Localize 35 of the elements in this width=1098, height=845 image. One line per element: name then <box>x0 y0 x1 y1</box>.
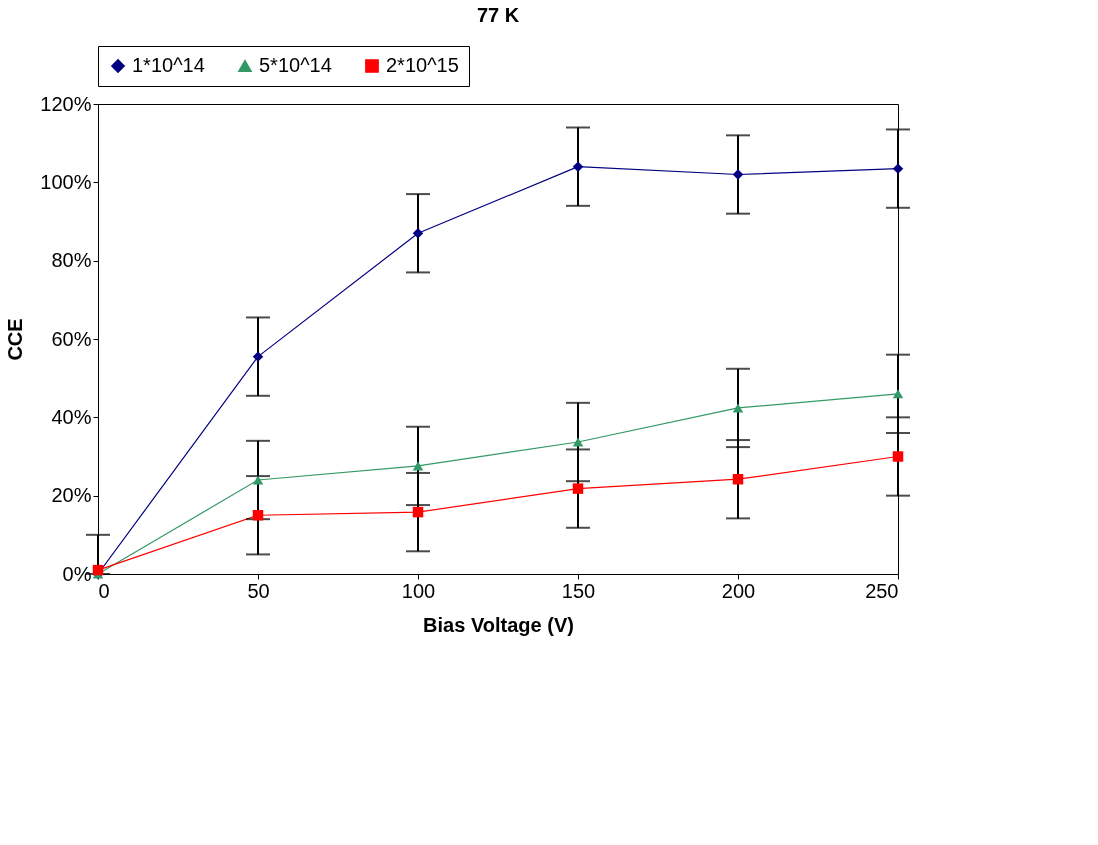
y-tick-label: 80% <box>51 249 92 272</box>
y-axis-title: CCE <box>4 318 27 361</box>
legend-label: 2*10^15 <box>386 54 459 76</box>
y-tick-label: 60% <box>51 327 92 350</box>
point <box>732 403 744 413</box>
x-tick-label: 50 <box>247 579 270 602</box>
x-tick-label: 250 <box>865 579 899 602</box>
y-tick-label: 0% <box>62 562 92 585</box>
point <box>732 473 744 485</box>
y-tick-label: 120% <box>40 92 92 115</box>
point <box>892 389 904 399</box>
point <box>572 483 584 494</box>
legend-label: 1*10^14 <box>132 54 205 76</box>
point <box>732 169 744 180</box>
point <box>92 564 104 576</box>
point <box>892 451 904 462</box>
x-tick-label: 150 <box>561 579 596 602</box>
point <box>252 351 264 362</box>
x-tick-label: 100 <box>401 579 436 602</box>
y-tick-label: 40% <box>51 405 92 428</box>
point <box>572 161 584 172</box>
point <box>412 228 424 239</box>
point <box>572 437 584 447</box>
x-tick-label: 200 <box>721 579 756 602</box>
point <box>892 163 904 174</box>
chart-title: 77 K <box>476 3 520 26</box>
y-tick-label: 100% <box>40 170 92 193</box>
x-axis-title: Bias Voltage (V) <box>423 613 574 636</box>
point <box>252 475 264 485</box>
x-tick-label: 0 <box>98 579 110 602</box>
point <box>252 510 264 521</box>
point <box>412 506 424 518</box>
y-tick-label: 20% <box>51 484 92 507</box>
point <box>412 461 424 471</box>
legend-label: 5*10^14 <box>259 54 332 76</box>
